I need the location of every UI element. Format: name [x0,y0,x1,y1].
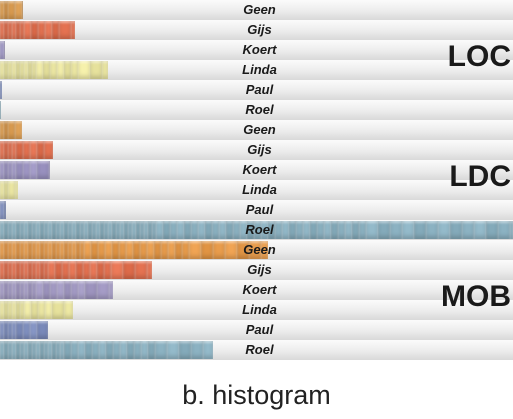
bar-loc-geen [0,1,23,19]
row-label: Paul [245,82,274,97]
row-label: Paul [245,202,274,217]
row-background [0,160,513,180]
bar-cell [22,1,23,19]
bar-cell [0,101,1,119]
bar-cell [71,21,75,39]
bar-cell [44,141,53,159]
bar-mob-linda [0,301,73,319]
row-label: Roel [245,222,274,237]
bar-cell [109,281,113,299]
row-label: Roel [245,342,274,357]
row-label: Geen [243,2,276,17]
bar-ldc-linda [0,181,18,199]
group-label-loc: LOC [447,40,511,73]
row-background [0,20,513,40]
row-label: Koert [242,282,277,297]
bar-cell [64,301,73,319]
row-label: Geen [243,242,276,257]
bar-cell [15,181,18,199]
bar-mob-paul [0,321,48,339]
bar-cell [4,41,5,59]
bar-ldc-geen [0,121,22,139]
bar-cell [510,221,513,239]
bar-ldc-paul [0,201,6,219]
row-label: Roel [245,102,274,117]
row-label: Koert [242,162,277,177]
bar-mob-geen [0,241,268,259]
bar-ldc-gijs [0,141,53,159]
plot-area: Geen Gijs Koert Linda Paul Roel LOC Geen Gijs Koe… [0,0,513,360]
bar-cell [147,261,152,279]
bar-loc-koert [0,41,5,59]
figure-caption: b. histogram [182,380,331,410]
bar-cell [203,341,213,359]
bar-cell [4,201,6,219]
bar-cell [49,161,50,179]
row-background [0,200,513,220]
row-label: Gijs [247,142,272,157]
row-label: Linda [242,182,277,197]
group-label-mob: MOB [441,280,511,313]
bar-ldc-roel [0,221,513,239]
bar-cell [0,81,2,99]
row-label: Gijs [247,262,272,277]
row-background [0,280,513,300]
row-background [0,60,513,80]
bar-loc-gijs [0,21,75,39]
bar-mob-koert [0,281,113,299]
row-background [0,300,513,320]
bar-cell [261,241,268,259]
row-label: Gijs [247,22,272,37]
row-label: Koert [242,42,277,57]
bar-cell [15,121,22,139]
bar-loc-linda [0,61,108,79]
bar-ldc-koert [0,161,50,179]
bar-mob-roel [0,341,213,359]
row-background [0,40,513,60]
row-background [0,140,513,160]
row-background [0,320,513,340]
row-background [0,100,513,120]
bar-cell [37,321,48,339]
bar-mob-gijs [0,261,152,279]
row-background [0,180,513,200]
row-label: Paul [245,322,274,337]
row-label: Geen [243,122,276,137]
row-background [0,80,513,100]
row-background [0,0,513,20]
bar-cell [102,61,108,79]
row-label: Linda [242,62,277,77]
bar-loc-roel [0,101,1,119]
bar-loc-paul [0,81,2,99]
group-label-ldc: LDC [449,160,511,193]
row-label: Linda [242,302,277,317]
row-background [0,120,513,140]
